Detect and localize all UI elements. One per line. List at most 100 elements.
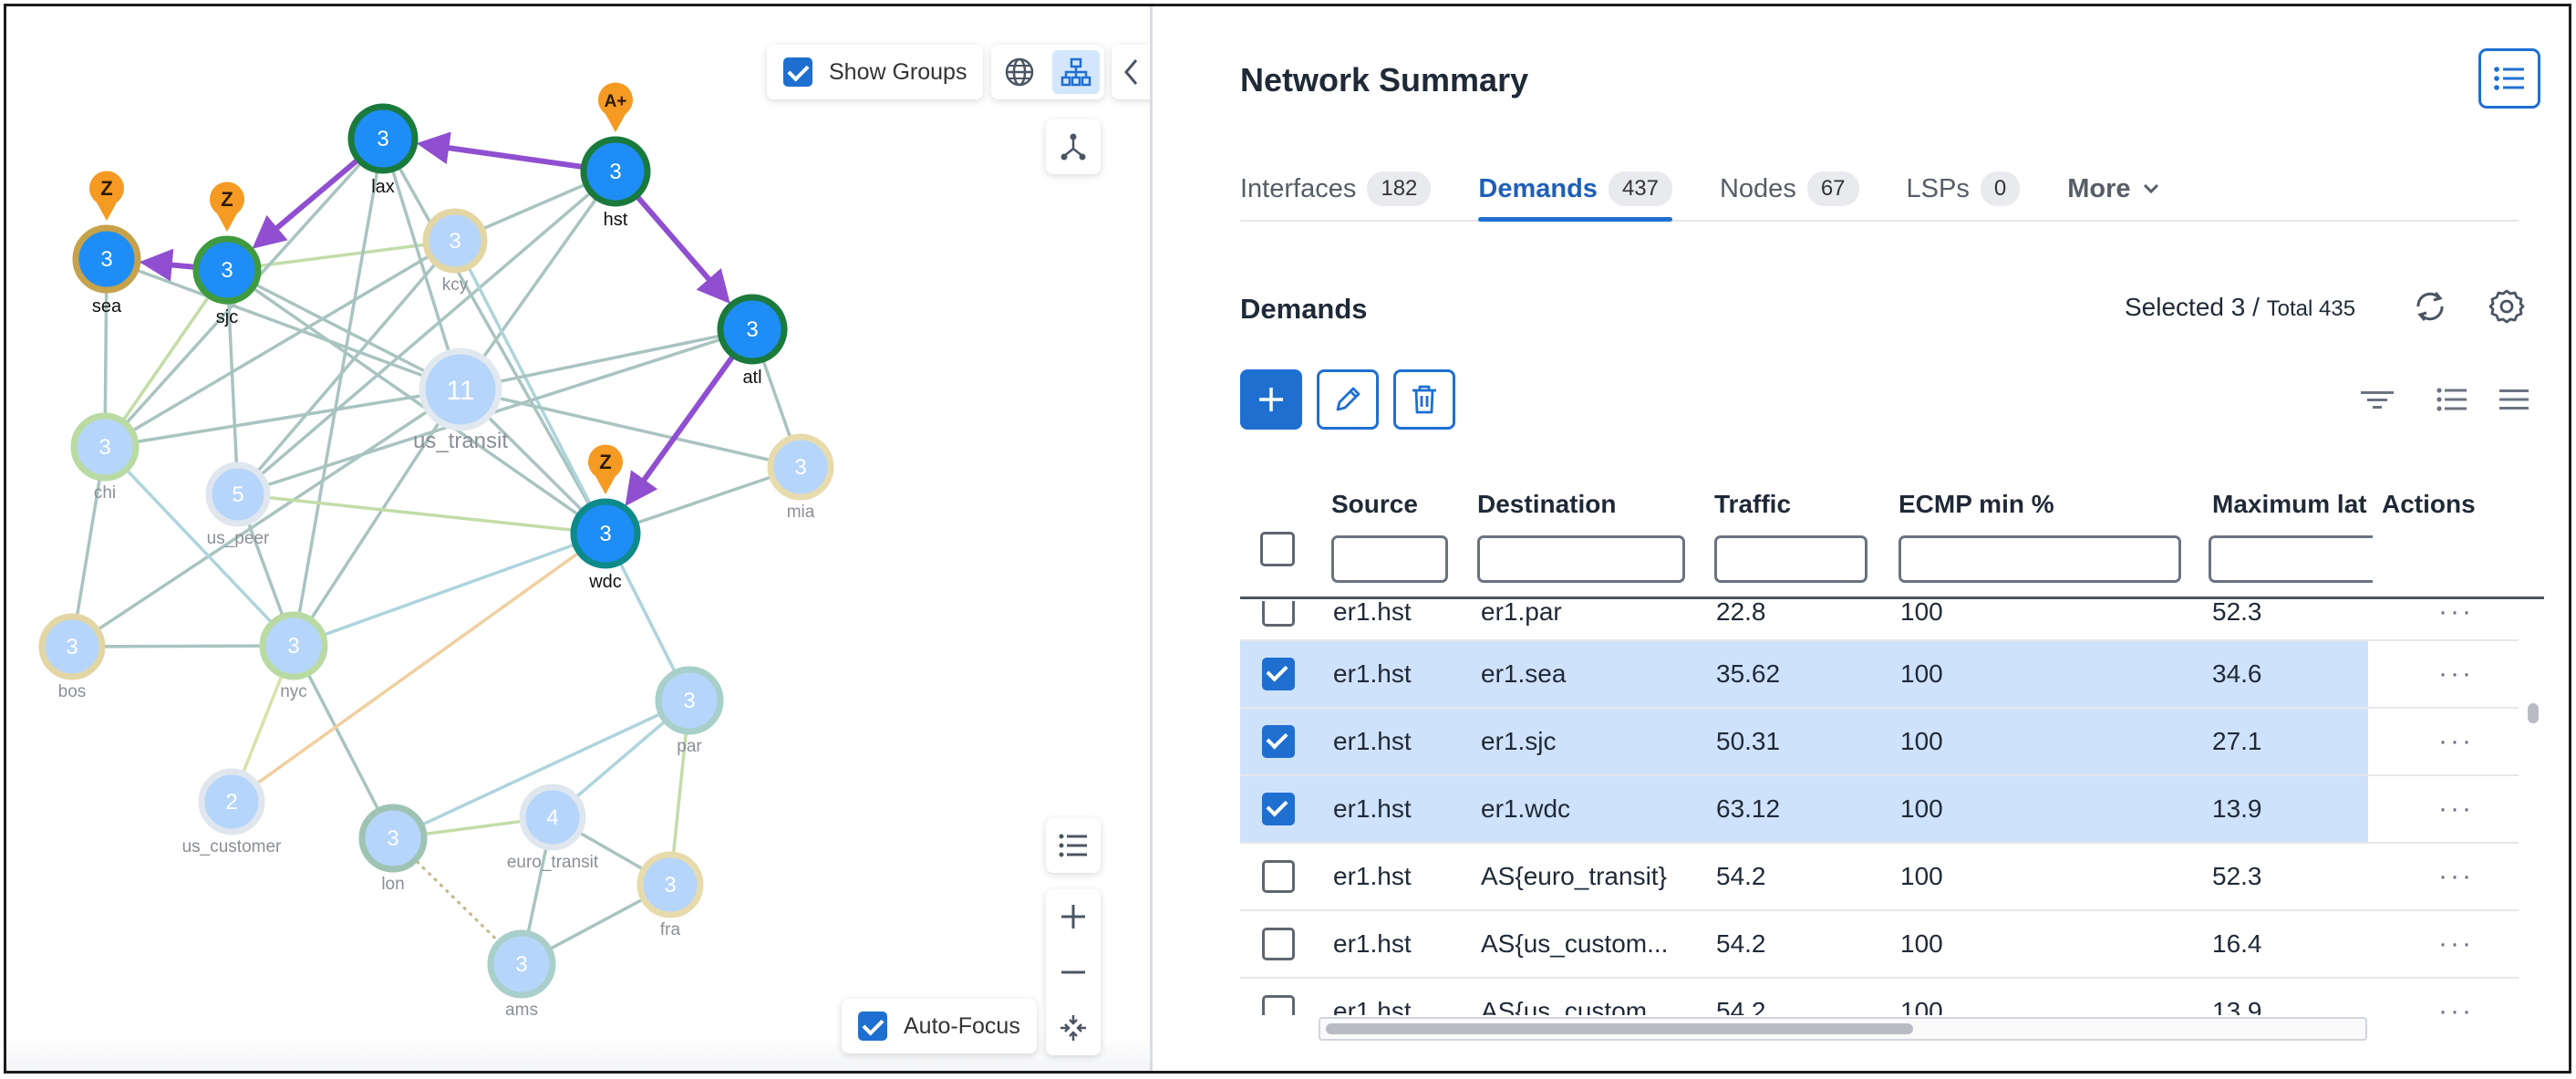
node-us_peer[interactable]: 5 us_peer [205,462,271,548]
link-sjc-us_transit[interactable] [226,268,461,391]
node-circle[interactable] [38,613,106,680]
link-bos-nyc[interactable] [71,644,295,648]
link-sjc-wdc[interactable] [225,268,607,535]
node-lon[interactable]: 3 lon [358,804,428,894]
row-actions-menu[interactable]: ··· [2438,861,2474,891]
node-circle[interactable] [419,348,502,431]
link-us_transit-bos[interactable] [71,388,461,648]
tab-more[interactable]: More [2067,160,2159,220]
node-circle[interactable] [259,611,328,680]
show-groups-checkbox[interactable] [783,57,812,87]
destination-filter-input[interactable] [1477,535,1685,583]
ecmp-filter-input[interactable] [1898,535,2181,583]
link-hst-us_transit[interactable] [459,170,617,391]
node-circle[interactable] [198,768,265,835]
node-sjc[interactable]: 3 sjc Z [192,182,262,327]
node-circle[interactable] [72,224,141,294]
path-hst-atl[interactable] [635,194,730,305]
auto-focus-checkbox[interactable] [858,1012,887,1041]
node-circle[interactable] [422,208,488,274]
table-row[interactable]: er1.hst er1.sea 35.62 100 34.6 ··· [1240,641,2519,709]
refresh-button[interactable] [2407,284,2453,329]
link-hst-us_peer[interactable] [236,170,617,496]
table-horizontal-scrollbar[interactable] [1319,1017,2367,1041]
column-header-traffic[interactable]: Traffic [1714,490,1792,518]
geo-view-button[interactable] [996,50,1043,94]
panel-splitter[interactable] [1150,6,1153,1071]
link-par-lon[interactable] [392,699,690,840]
tab-nodes[interactable]: Nodes 67 [1720,160,1859,220]
node-kcy[interactable]: 3 kcy [422,208,488,295]
scrollbar-thumb[interactable] [1326,1023,1913,1034]
tab-lsps[interactable]: LSPs 0 [1907,160,2021,220]
row-actions-menu[interactable]: ··· [2438,601,2474,627]
node-circle[interactable] [717,294,788,365]
node-sea[interactable]: 3 sea Z [72,171,141,316]
row-checkbox[interactable] [1262,725,1295,758]
legend-button[interactable] [1046,818,1101,873]
density-button[interactable] [2491,377,2537,422]
node-atl[interactable]: 3 atl [717,294,788,388]
node-circle[interactable] [347,103,419,174]
node-circle[interactable] [570,498,641,569]
node-lax[interactable]: 3 lax [347,103,419,197]
link-kcy-us_peer[interactable] [236,239,457,496]
column-header-destination[interactable]: Destination [1477,490,1617,518]
link-us_transit-atl[interactable] [460,327,753,391]
node-circle[interactable] [519,783,586,851]
row-checkbox[interactable] [1262,601,1295,627]
layout-button[interactable] [1046,119,1101,174]
topology-map[interactable]: 3 sea Z 3 sjc Z 3 lax 3 hst A+ 3 atl 3 wdc Z 3 kcy 11 us_tr… [6,6,1192,1071]
node-nyc[interactable]: 3 nyc [259,611,328,701]
settings-button[interactable] [2484,284,2529,329]
auto-focus-toggle[interactable]: Auto-Focus [842,999,1037,1053]
node-circle[interactable] [767,433,834,501]
row-actions-menu[interactable]: ··· [2438,659,2474,689]
link-us_peer-wdc[interactable] [237,493,606,535]
table-vertical-scrollbar[interactable] [2528,639,2539,1015]
row-checkbox[interactable] [1262,793,1295,825]
table-row[interactable]: er1.hst AS{us_custom... 54.2 100 13.9 ··… [1240,979,2519,1015]
node-circle[interactable] [580,136,651,207]
link-lax-wdc[interactable] [381,138,607,534]
link-kcy-chi[interactable] [104,239,456,449]
panel-menu-button[interactable] [2478,48,2540,109]
select-all-checkbox[interactable] [1260,532,1295,566]
node-chi[interactable]: 3 chi [70,412,140,503]
node-us_transit[interactable]: 11 us_transit [413,348,508,453]
node-par[interactable]: 3 par [655,666,724,756]
link-us_transit-chi[interactable] [104,388,461,449]
column-header-ecmp[interactable]: ECMP min % [1898,490,2054,518]
row-actions-menu[interactable]: ··· [2438,794,2474,824]
row-actions-menu[interactable]: ··· [2438,929,2474,959]
demands-table-body[interactable]: er1.hst er1.par 22.8 100 52.3 ··· er1.hs… [1240,601,2544,1015]
zoom-out-icon[interactable] [1058,957,1089,988]
row-checkbox[interactable] [1262,860,1295,893]
row-checkbox[interactable] [1262,928,1295,960]
link-sjc-chi[interactable] [103,269,229,448]
node-circle[interactable] [636,851,704,918]
topology-view-button[interactable] [1052,50,1100,94]
node-mia[interactable]: 3 mia [767,433,834,522]
row-actions-menu[interactable]: ··· [2438,996,2474,1015]
fit-to-screen-icon[interactable] [1058,1012,1089,1043]
path-atl-wdc[interactable] [625,355,735,506]
row-actions-menu[interactable]: ··· [2438,726,2474,756]
link-nyc-wdc[interactable] [293,532,606,648]
row-checkbox[interactable] [1262,995,1295,1015]
table-row[interactable]: er1.hst AS{euro_transit} 54.2 100 52.3 ·… [1240,844,2519,911]
filter-button[interactable] [2354,377,2400,422]
link-wdc-us_customer[interactable] [230,532,607,804]
node-circle[interactable] [192,235,262,305]
link-chi-nyc[interactable] [103,445,295,648]
path-lax-sjc[interactable] [252,158,359,249]
column-chooser-button[interactable] [2429,377,2475,422]
node-ams[interactable]: 3 ams [487,929,556,1020]
node-us_customer[interactable]: 2 us_customer [182,768,282,856]
node-circle[interactable] [358,804,428,873]
link-nyc-lon[interactable] [292,645,395,839]
add-demand-button[interactable] [1240,369,1302,430]
node-fra[interactable]: 3 fra [636,851,704,939]
tab-interfaces[interactable]: Interfaces 182 [1240,160,1432,220]
path-hst-lax[interactable] [416,131,583,170]
